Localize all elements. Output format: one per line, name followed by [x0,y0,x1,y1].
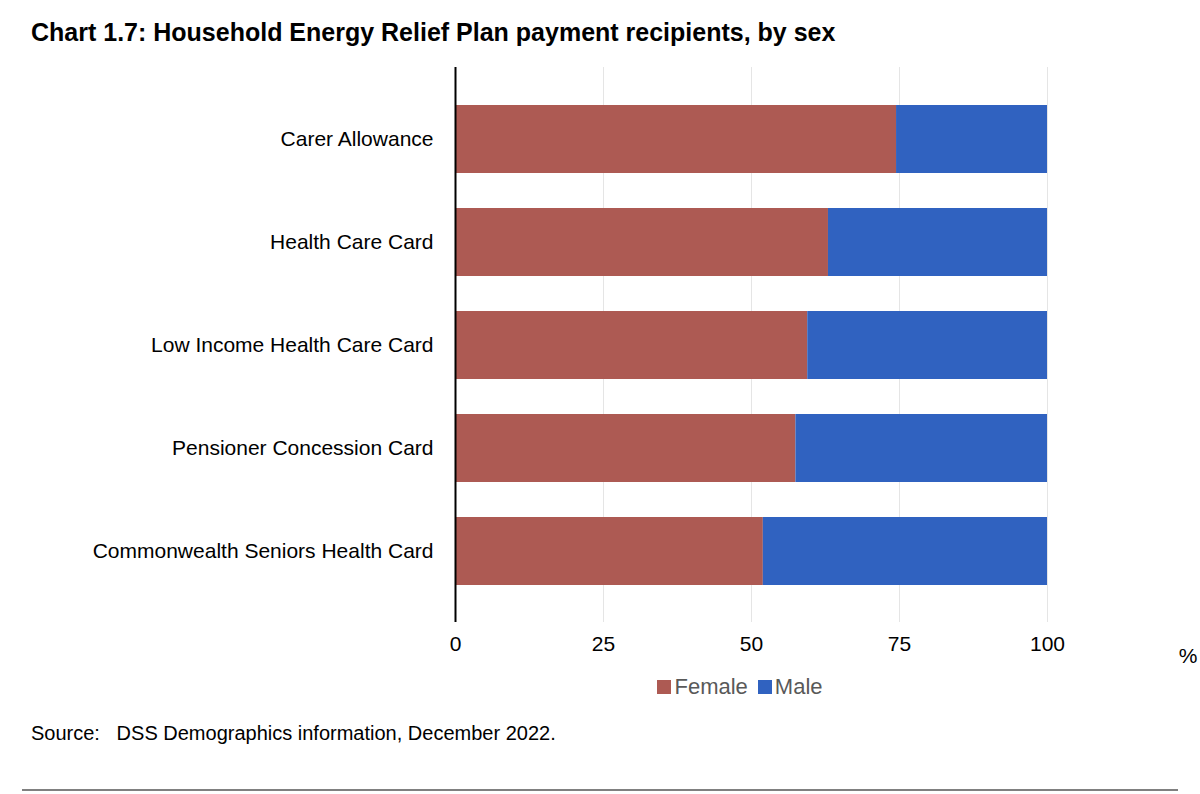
html-text:Female: Female [674,674,748,699]
html-text:Male: Male [774,674,823,699]
svg-text:Commonwealth Seniors Health Ca: Commonwealth Seniors Health Card [93,539,434,562]
svg-text:Carer Allowance: Carer Allowance [281,127,434,150]
svg-text:100: 100 [1030,632,1065,655]
svg-text:%: % [1179,644,1198,667]
html-text:Chart 1.7: Household Energy Re: Chart 1.7: Household Energy Relief Plan … [31,18,836,46]
svg-text:Low Income Health Care Card: Low Income Health Care Card [151,333,433,356]
svg-text:50: 50 [740,632,763,655]
svg-text:25: 25 [592,632,615,655]
svg-text:Pensioner Concession Card: Pensioner Concession Card [172,436,433,459]
svg-text:75: 75 [888,632,911,655]
html-text:Source: DSS Demographics infor: Source: DSS Demographics information, De… [31,722,556,744]
svg-text:0: 0 [450,632,462,655]
svg-text:Health Care Card: Health Care Card [270,230,433,253]
